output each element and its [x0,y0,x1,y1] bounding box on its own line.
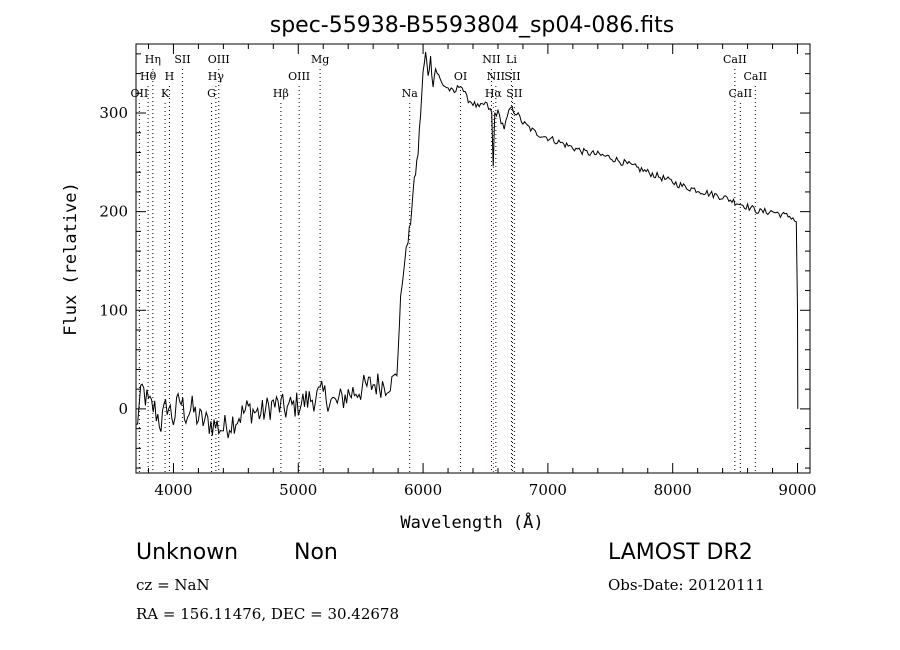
marker-label: Mg [311,53,329,66]
x-tick-label: 9000 [778,481,816,499]
marker-label: Hθ [140,70,157,83]
marker-label: OI [454,70,467,83]
y-tick-label: 100 [99,301,128,319]
marker-label: K [161,87,170,100]
axis-ticks: 4000 5000 6000 7000 8000 9000 0 100 200 300 [99,44,817,499]
y-axis-label: Flux (relative) [61,182,81,336]
x-axis-label: Wavelength (Å) [400,511,543,533]
marker-label: NII [482,53,500,66]
coordinates: RA = 156.11476, DEC = 30.42678 [136,605,400,623]
series-layer [136,51,799,439]
spectrum-series-line [136,51,799,439]
object-class: Unknown [136,540,239,565]
obs-date: Obs-Date: 20120111 [608,576,765,594]
marker-label: SII [504,70,520,83]
marker-label: Hη [145,53,161,66]
marker-label: Hα [485,87,503,100]
y-tick-label: 0 [118,400,128,418]
marker-label: OIII [288,70,310,83]
marker-label: G [207,87,216,100]
x-tick-label: 6000 [404,481,442,499]
x-tick-label: 7000 [529,481,567,499]
marker-label: Na [402,87,419,100]
survey-name: LAMOST DR2 [608,540,753,565]
chart-title: spec-55938-B5593804_sp04-086.fits [270,13,675,38]
x-tick-label: 4000 [154,481,192,499]
object-subclass: Non [294,540,338,565]
marker-label: CaII [729,87,753,100]
marker-label: Hβ [273,87,289,100]
marker-label: Li [506,53,517,66]
plot-frame [135,43,811,474]
marker-label: SII [506,87,522,100]
marker-label: CaII [743,70,767,83]
marker-label: OII [131,87,149,100]
x-tick-label: 8000 [654,481,692,499]
marker-label: Hγ [208,70,225,83]
marker-label: OIII [208,53,230,66]
marker-label: SII [174,53,190,66]
marker-label: NII [487,70,505,83]
marker-label: H [165,70,175,83]
x-tick-label: 5000 [279,481,317,499]
y-tick-label: 300 [99,104,128,122]
y-tick-label: 200 [99,203,128,221]
redshift-value: cz = NaN [136,576,210,594]
marker-label: CaII [723,53,747,66]
